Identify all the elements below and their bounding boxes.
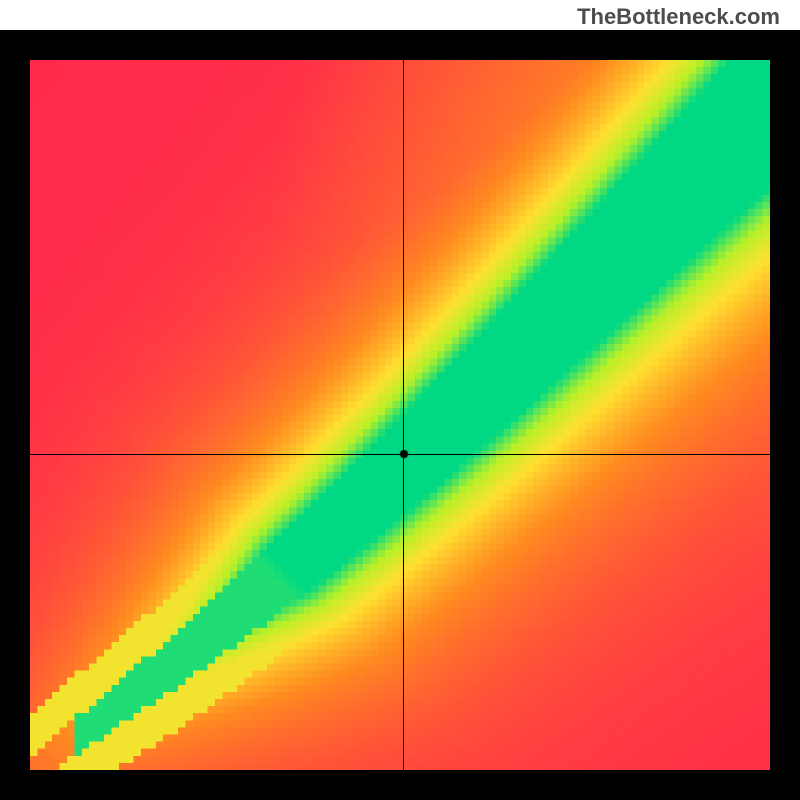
watermark-text: TheBottleneck.com (577, 4, 780, 30)
heatmap-canvas (30, 60, 770, 770)
crosshair-marker (399, 449, 409, 459)
crosshair-vertical (403, 60, 404, 770)
chart-container: TheBottleneck.com (0, 0, 800, 800)
